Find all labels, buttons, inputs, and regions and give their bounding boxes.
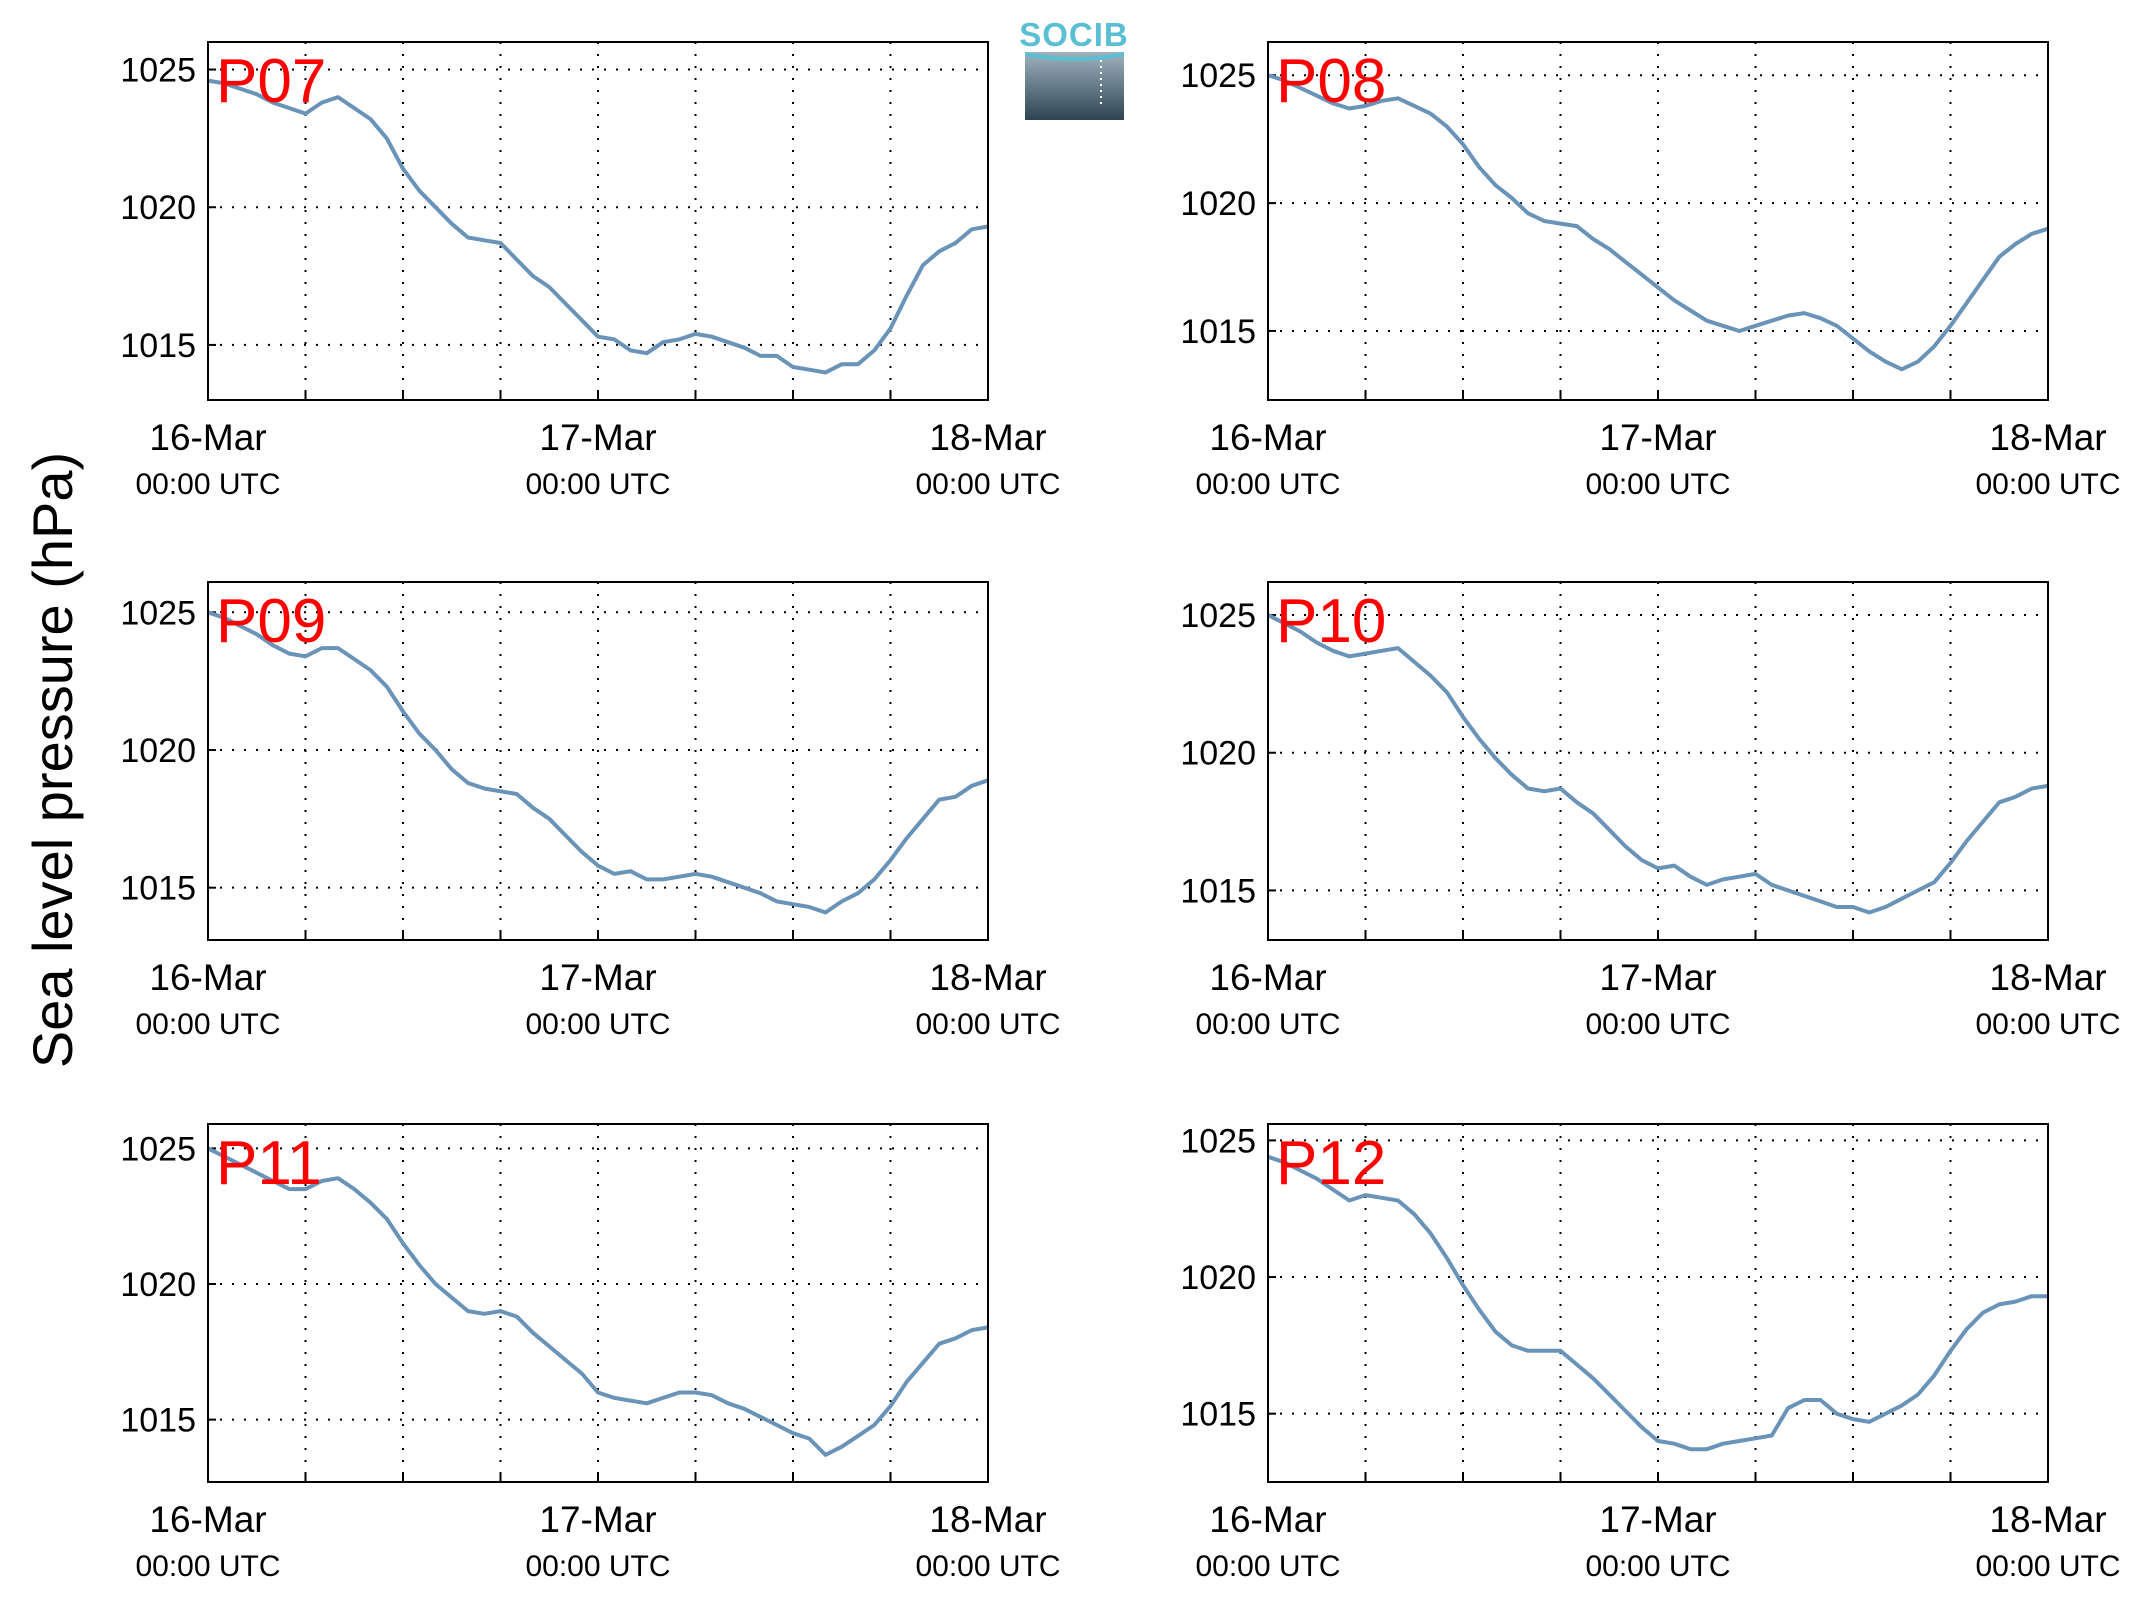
y-tick-label: 1020: [1180, 1259, 1256, 1297]
y-tick-label: 1015: [120, 870, 196, 908]
y-tick-label: 1020: [120, 189, 196, 227]
y-tick-label: 1025: [120, 52, 196, 90]
x-tick-label-time: 00:00 UTC: [525, 468, 670, 501]
y-tick-label: 1020: [1180, 185, 1256, 223]
logo-text: SOCIB: [1019, 16, 1129, 53]
y-tick-label: 1020: [120, 732, 196, 770]
panel-p08: 1015 1020 1025 16-Mar 00:00 UTC 17-Mar 00:00 U…: [1180, 41, 2121, 501]
x-tick-label-time: 00:00 UTC: [135, 1008, 280, 1041]
x-tick-label-time: 00:00 UTC: [1585, 468, 1730, 501]
logo-wave-shape: [1025, 52, 1124, 61]
y-tick-label: 1025: [120, 1130, 196, 1168]
y-tick-label: 1025: [120, 594, 196, 632]
socib-logo: SOCIB: [1019, 16, 1129, 120]
y-tick-label: 1015: [120, 1402, 196, 1440]
x-tick-label-time: 00:00 UTC: [915, 468, 1060, 501]
x-tick-label-time: 00:00 UTC: [1195, 468, 1340, 501]
panel-label: P10: [1276, 587, 1386, 656]
x-tick-label-time: 00:00 UTC: [1195, 1550, 1340, 1583]
x-tick-label-date: 17-Mar: [1599, 1499, 1716, 1540]
y-tick-label: 1015: [1180, 313, 1256, 351]
panel-p07: 1015 1020 1025 16-Mar 00:00 UTC 17-Mar 00:00 U…: [120, 41, 1061, 501]
x-tick-label-date: 16-Mar: [149, 957, 266, 998]
x-tick-label-time: 00:00 UTC: [1585, 1008, 1730, 1041]
pressure-series-line: [207, 1146, 989, 1457]
x-tick-label-date: 17-Mar: [539, 417, 656, 458]
axes-frame: [207, 1123, 989, 1483]
axes-frame: [207, 41, 989, 401]
panel-label: P11: [216, 1129, 322, 1198]
x-tick-label-time: 00:00 UTC: [1975, 468, 2120, 501]
x-tick-label-date: 17-Mar: [1599, 957, 1716, 998]
panel-label: P09: [216, 587, 326, 656]
x-tick-label-date: 16-Mar: [1209, 1499, 1326, 1540]
x-tick-label-time: 00:00 UTC: [1975, 1008, 2120, 1041]
pressure-series-line: [1267, 613, 2049, 915]
pressure-series-line: [1267, 73, 2049, 372]
x-tick-label-date: 16-Mar: [149, 417, 266, 458]
axes-frame: [207, 581, 989, 941]
pressure-series-line: [207, 78, 989, 375]
axes-frame: [1267, 1123, 2049, 1483]
pressure-series-line: [1267, 1154, 2048, 1452]
x-tick-label-time: 00:00 UTC: [525, 1550, 670, 1583]
y-axis-label: Sea level pressure (hPa): [21, 452, 84, 1068]
x-tick-label-time: 00:00 UTC: [915, 1008, 1060, 1041]
x-tick-label-date: 17-Mar: [1599, 417, 1716, 458]
x-tick-label-date: 18-Mar: [1989, 957, 2106, 998]
x-tick-label-time: 00:00 UTC: [915, 1550, 1060, 1583]
axes-frame: [1267, 581, 2049, 941]
panel-p11: 1015 1020 1025 16-Mar 00:00 UTC 17-Mar 00:00 U…: [120, 1123, 1061, 1583]
x-tick-label-date: 16-Mar: [1209, 957, 1326, 998]
y-tick-label: 1015: [1180, 1396, 1256, 1434]
x-tick-label-time: 00:00 UTC: [1585, 1550, 1730, 1583]
y-tick-label: 1025: [1180, 57, 1256, 95]
panel-p10: 1015 1020 1025 16-Mar 00:00 UTC 17-Mar 00:00 U…: [1180, 581, 2121, 1041]
panel-label: P12: [1276, 1129, 1386, 1198]
y-tick-label: 1015: [1180, 872, 1256, 910]
x-tick-label-date: 18-Mar: [929, 1499, 1046, 1540]
pressure-series-line: [207, 610, 989, 915]
x-tick-label-date: 16-Mar: [149, 1499, 266, 1540]
x-tick-label-date: 17-Mar: [539, 957, 656, 998]
x-tick-label-time: 00:00 UTC: [135, 1550, 280, 1583]
panel-label: P08: [1276, 47, 1386, 116]
x-tick-label-time: 00:00 UTC: [525, 1008, 670, 1041]
x-tick-label-date: 18-Mar: [929, 957, 1046, 998]
y-tick-label: 1020: [120, 1266, 196, 1304]
x-tick-label-date: 18-Mar: [1989, 1499, 2106, 1540]
panel-p09: 1015 1020 1025 16-Mar 00:00 UTC 17-Mar 00:00 U…: [120, 581, 1061, 1041]
logo-wave-block: [1025, 52, 1124, 120]
y-tick-label: 1025: [1180, 1122, 1256, 1160]
y-tick-label: 1015: [120, 327, 196, 365]
panel-p12: 1015 1020 1025 16-Mar 00:00 UTC 17-Mar 00:00 U…: [1180, 1122, 2120, 1583]
y-tick-label: 1025: [1180, 597, 1256, 635]
axes-frame: [1267, 41, 2049, 401]
x-tick-label-date: 18-Mar: [929, 417, 1046, 458]
chart-panels: 1015 1020 1025 16-Mar 00:00 UTC 17-Mar 00:00 U…: [120, 41, 2121, 1583]
y-tick-label: 1020: [1180, 735, 1256, 773]
x-tick-label-date: 17-Mar: [539, 1499, 656, 1540]
x-tick-label-time: 00:00 UTC: [135, 468, 280, 501]
x-tick-label-time: 00:00 UTC: [1975, 1550, 2120, 1583]
x-tick-label-date: 18-Mar: [1989, 417, 2106, 458]
x-tick-label-date: 16-Mar: [1209, 417, 1326, 458]
x-tick-label-time: 00:00 UTC: [1195, 1008, 1340, 1041]
panel-label: P07: [216, 47, 326, 116]
